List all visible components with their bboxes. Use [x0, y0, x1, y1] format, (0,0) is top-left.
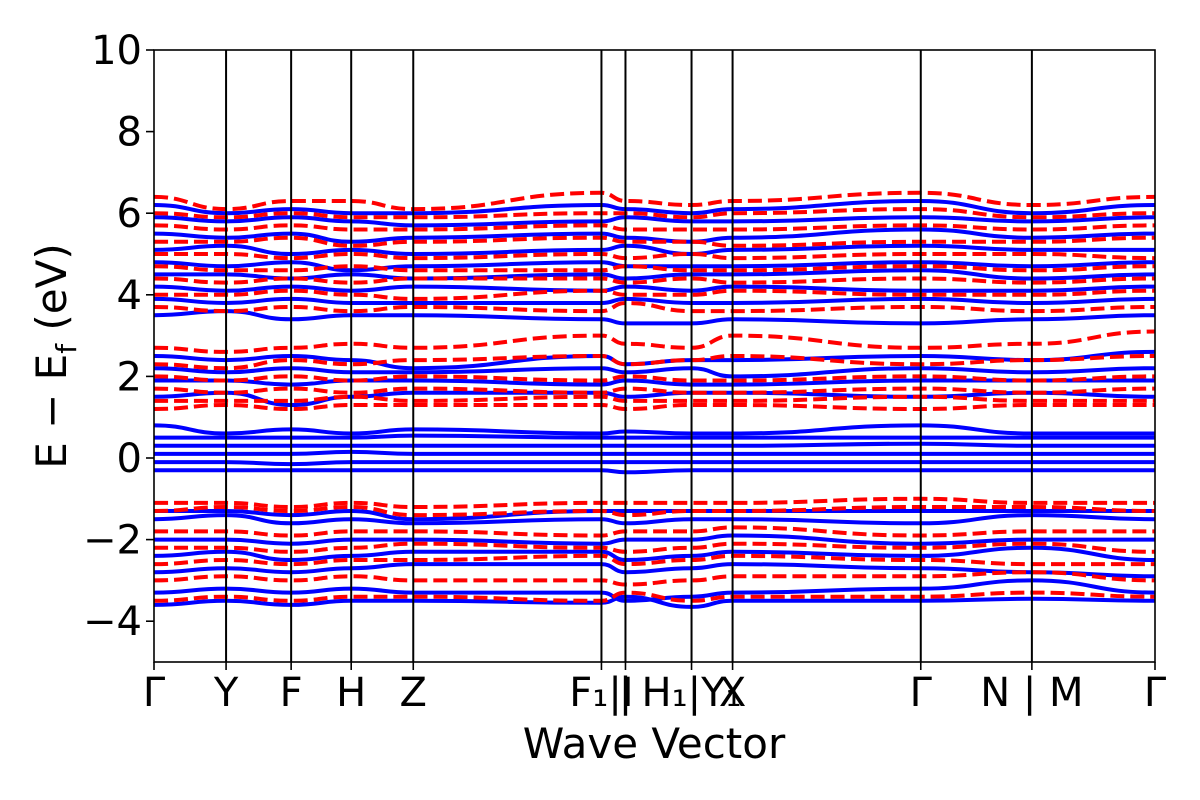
- spin-up-band-11: [154, 433, 1155, 440]
- spin-down-band-13: [154, 301, 1155, 314]
- spin-down-band-5: [154, 504, 1155, 518]
- spin-up-band-12: [154, 423, 1155, 436]
- spin-up-band-17: [154, 309, 1155, 326]
- y-tick-label: 6: [117, 191, 142, 237]
- bands-layer: [154, 190, 1155, 609]
- spin-down-band-8: [154, 394, 1155, 403]
- spin-down-band-6: [154, 496, 1155, 509]
- spin-down-band-16: [154, 264, 1155, 273]
- x-axis: Γ Y F H Z F₁|I| H₁|Y₁X Γ N | M Γ: [143, 662, 1167, 716]
- y-tick-label: 8: [117, 110, 142, 156]
- spin-down-band-12: [154, 329, 1155, 354]
- x-tick-label: Z: [400, 670, 427, 716]
- spin-down-band-19: [154, 223, 1155, 232]
- spin-down-band-14: [154, 288, 1155, 301]
- x-axis-label: Wave Vector: [523, 719, 786, 768]
- plot-frame: [153, 49, 1156, 663]
- x-tick-label: Γ: [910, 670, 933, 716]
- spin-down-band-9: [154, 386, 1155, 395]
- x-tick-label: H₁|Y₁: [642, 670, 742, 716]
- x-tick-label: F₁|I: [569, 670, 633, 716]
- spin-down-band-3: [154, 541, 1155, 554]
- y-tick-label: 4: [117, 273, 142, 319]
- high-symmetry-lines: [225, 50, 1033, 662]
- spin-down-band-21: [154, 190, 1155, 212]
- x-tick-label: N | M: [980, 670, 1083, 716]
- y-axis-label: E − Ef (eV): [27, 243, 83, 469]
- spin-down-band-7: [154, 402, 1155, 411]
- y-tick-label: 2: [117, 354, 142, 400]
- spin-down-band-4: [154, 525, 1155, 538]
- x-tick-label: F: [280, 670, 303, 716]
- x-tick-label: X: [719, 670, 746, 716]
- spin-down-band-11: [154, 354, 1155, 371]
- spin-down-band-0: [154, 590, 1155, 603]
- spin-down-band-2: [154, 553, 1155, 567]
- spin-up-band-10: [154, 441, 1155, 448]
- y-axis-label-subscript: f: [50, 343, 83, 354]
- spin-down-band-15: [154, 276, 1155, 285]
- spin-down-band-1: [154, 570, 1155, 587]
- spin-up-band-18: [154, 296, 1155, 306]
- y-tick-label: 10: [91, 28, 142, 74]
- spin-up-band-9: [154, 449, 1155, 456]
- spin-up-band-8: [154, 460, 1155, 467]
- spin-down-band-17: [154, 251, 1155, 261]
- spin-down-band-20: [154, 207, 1155, 220]
- x-tick-label: Y: [213, 670, 239, 716]
- spin-down-band-18: [154, 235, 1155, 248]
- spin-up-band-7: [154, 468, 1155, 475]
- y-tick-label: −2: [83, 518, 142, 564]
- x-tick-label: Γ: [1144, 670, 1167, 716]
- y-tick-label: −4: [83, 599, 142, 645]
- y-axis: −4 −2 0 2 4 6 8 10: [83, 28, 154, 645]
- x-tick-label: |: [619, 670, 632, 716]
- spin-down-band-10: [154, 374, 1155, 383]
- y-tick-label: 0: [117, 436, 142, 482]
- x-tick-label: Γ: [143, 670, 166, 716]
- x-tick-label: H: [336, 670, 366, 716]
